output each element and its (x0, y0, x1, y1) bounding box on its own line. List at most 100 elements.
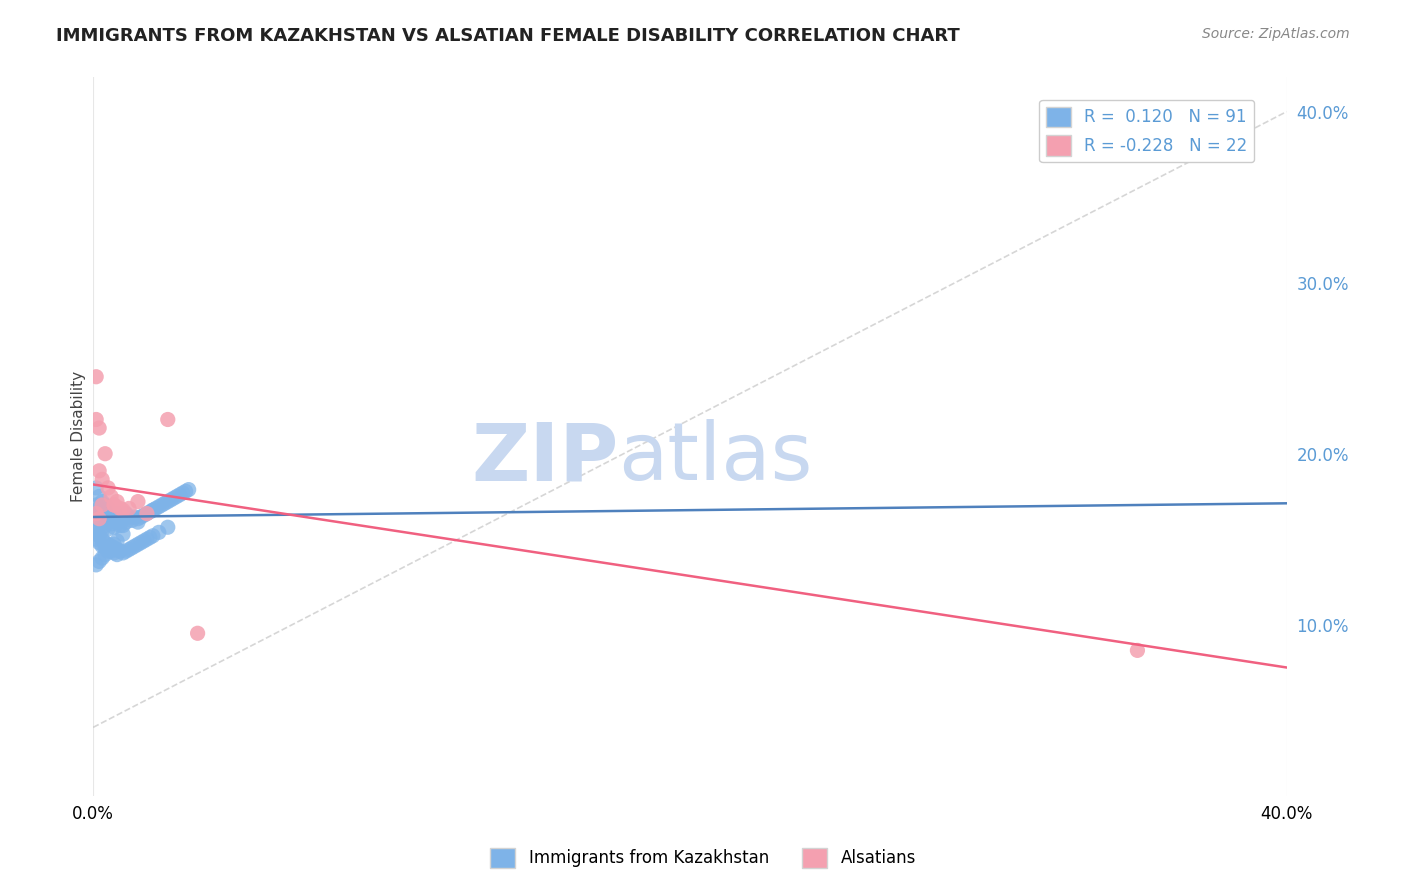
Point (127, 511, 149, 525)
Point (135, 533, 157, 547)
Point (100, 539, 122, 553)
Point (89, 554, 111, 568)
Point (148, 525, 170, 540)
Point (94, 510, 117, 524)
Point (129, 510, 152, 524)
Point (174, 484, 197, 499)
Point (91, 515, 114, 529)
Point (159, 492, 181, 507)
Point (100, 490, 122, 504)
Point (94, 541, 117, 555)
Point (103, 541, 125, 555)
Point (105, 542, 128, 557)
Point (89, 535, 111, 549)
Point (103, 498, 125, 512)
Point (94, 535, 117, 549)
Point (153, 496, 176, 510)
Point (84, 498, 107, 512)
Point (89, 464, 111, 478)
Point (163, 491, 186, 505)
Point (91, 472, 114, 486)
Point (100, 544, 122, 558)
Point (142, 503, 165, 517)
Point (169, 488, 191, 502)
Point (135, 507, 157, 521)
Point (132, 508, 155, 523)
Point (100, 507, 122, 521)
Point (97, 513, 120, 527)
Point (150, 498, 173, 512)
Point (127, 494, 149, 508)
Point (89, 518, 111, 533)
Point (84, 412, 107, 426)
Point (118, 542, 141, 557)
Point (108, 501, 131, 516)
Point (89, 490, 111, 504)
Text: atlas: atlas (619, 419, 813, 497)
Point (156, 494, 179, 508)
Point (127, 515, 149, 529)
Point (118, 501, 141, 516)
Point (105, 507, 128, 521)
Point (94, 498, 117, 512)
Point (94, 518, 117, 533)
Point (111, 527, 134, 541)
Point (105, 515, 128, 529)
Point (124, 510, 146, 524)
Point (103, 546, 125, 560)
Point (89, 511, 111, 525)
Point (105, 548, 128, 562)
Point (132, 533, 155, 548)
Point (91, 539, 114, 553)
Point (91, 498, 114, 512)
Point (142, 529, 165, 543)
Point (100, 516, 122, 531)
Point (84, 524, 107, 538)
Text: IMMIGRANTS FROM KAZAKHSTAN VS ALSATIAN FEMALE DISABILITY CORRELATION CHART: IMMIGRANTS FROM KAZAKHSTAN VS ALSATIAN F… (56, 27, 960, 45)
Point (97, 542, 120, 557)
Y-axis label: Female Disability: Female Disability (72, 371, 86, 502)
Point (84, 533, 107, 547)
Point (84, 524, 107, 538)
Point (111, 518, 134, 533)
Point (115, 544, 138, 558)
Point (172, 486, 194, 500)
Point (105, 533, 128, 548)
Point (108, 510, 131, 524)
Point (121, 541, 143, 555)
Text: ZIP: ZIP (471, 419, 619, 497)
Legend: R =  0.120   N = 91, R = -0.228   N = 22: R = 0.120 N = 91, R = -0.228 N = 22 (1039, 100, 1254, 162)
Point (97, 544, 120, 558)
Point (187, 626, 209, 640)
Point (100, 541, 122, 555)
Point (84, 507, 107, 521)
Point (129, 535, 152, 549)
Point (156, 520, 179, 534)
Point (111, 511, 134, 525)
Point (103, 520, 125, 534)
Point (139, 505, 162, 519)
Point (135, 507, 157, 521)
Point (111, 503, 134, 517)
Point (166, 490, 188, 504)
Point (115, 507, 138, 521)
Point (115, 515, 138, 529)
Point (127, 537, 149, 551)
Point (148, 500, 170, 514)
Point (97, 481, 120, 495)
Point (94, 548, 117, 562)
Point (84, 369, 107, 384)
Point (121, 513, 143, 527)
Point (89, 501, 111, 516)
Point (84, 511, 107, 525)
Point (105, 494, 128, 508)
Legend: Immigrants from Kazakhstan, Alsatians: Immigrants from Kazakhstan, Alsatians (484, 841, 922, 875)
Point (156, 412, 179, 426)
Point (97, 522, 120, 536)
Point (89, 529, 111, 543)
Point (84, 481, 107, 495)
Point (103, 537, 125, 551)
Point (108, 544, 131, 558)
Point (108, 518, 131, 533)
Point (91, 494, 114, 508)
